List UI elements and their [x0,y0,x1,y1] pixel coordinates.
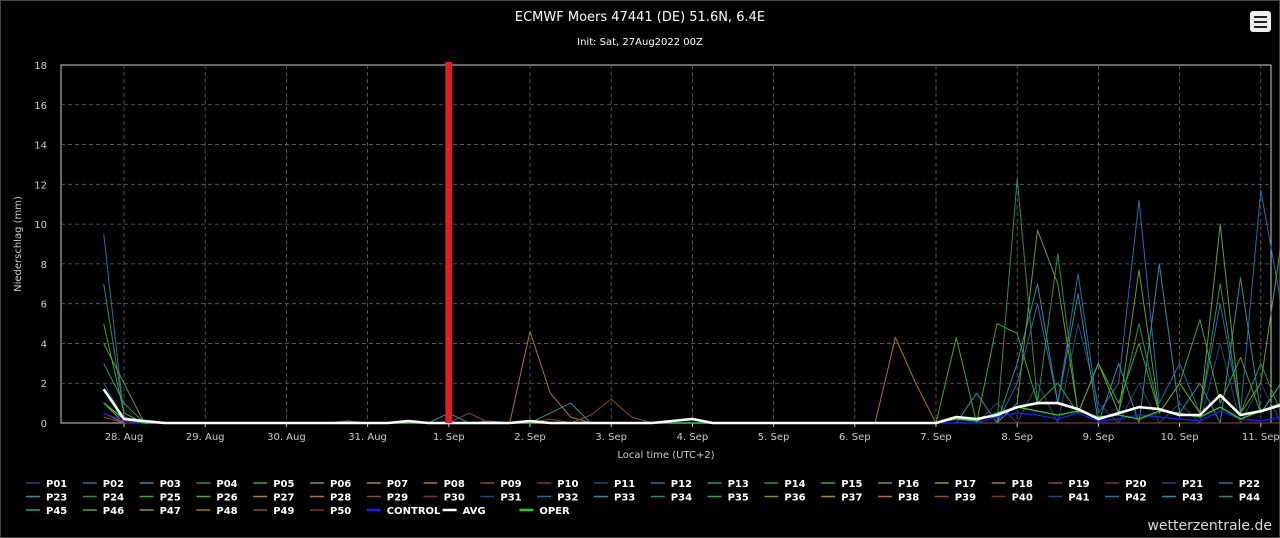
legend-item-p27: P27 [273,493,294,504]
legend-item-p42: P42 [1125,493,1146,504]
y-tick-label: 6 [41,300,47,311]
y-tick-label: 16 [34,101,47,112]
legend-item-p13: P13 [728,479,749,490]
legend-item-p33: P33 [614,493,635,504]
legend-item-p29: P29 [387,493,408,504]
legend-item-p47: P47 [160,506,181,517]
legend-item-p43: P43 [1182,493,1203,504]
y-tick-label: 8 [41,260,47,271]
y-axis-title: Niederschlag (mm) [13,196,24,292]
y-tick-label: 12 [34,180,47,191]
legend-item-p18: P18 [1012,479,1033,490]
legend-item-p32: P32 [557,493,578,504]
legend-item-p23: P23 [46,493,67,504]
legend-item-avg: AVG [463,506,486,517]
x-tick-label: 1. Sep [433,432,465,443]
x-tick-label: 29. Aug [186,432,225,443]
legend-item-p05: P05 [273,479,294,490]
x-tick-label: 9. Sep [1083,432,1115,443]
x-axis-title: Local time (UTC+2) [617,450,714,461]
x-tick-label: 31. Aug [348,432,387,443]
legend-item-p48: P48 [216,506,237,517]
legend-item-p30: P30 [444,493,465,504]
legend-item-p22: P22 [1239,479,1260,490]
legend-item-p45: P45 [46,506,67,517]
legend-item-p38: P38 [898,493,919,504]
chart-subtitle: Init: Sat, 27Aug2022 00Z [577,37,703,48]
legend-item-p14: P14 [784,479,805,490]
x-tick-label: 30. Aug [267,432,306,443]
legend-item-p36: P36 [784,493,805,504]
x-tick-label: 5. Sep [758,432,790,443]
legend-item-p12: P12 [671,479,692,490]
x-tick-label: 4. Sep [677,432,709,443]
legend-item-p26: P26 [216,493,237,504]
y-tick-label: 4 [41,339,47,350]
legend-item-p28: P28 [330,493,351,504]
series-line-avg [102,388,1280,425]
legend-item-p10: P10 [557,479,578,490]
legend-item-p21: P21 [1182,479,1203,490]
legend-item-p37: P37 [841,493,862,504]
legend-item-p08: P08 [444,479,465,490]
legend-item-p31: P31 [500,493,521,504]
legend-item-p04: P04 [216,479,237,490]
legend-item-oper: OPER [539,506,570,517]
legend-item-p46: P46 [103,506,124,517]
legend-item-p11: P11 [614,479,635,490]
x-tick-label: 10. Sep [1161,432,1199,443]
legend-item-p17: P17 [955,479,976,490]
y-tick-label: 14 [34,141,47,152]
legend-item-p19: P19 [1068,479,1089,490]
legend-item-p07: P07 [387,479,408,490]
legend-item-p40: P40 [1012,493,1033,504]
series-line-p04 [103,177,1280,424]
x-tick-label: 8. Sep [1001,432,1033,443]
legend-item-p50: P50 [330,506,351,517]
y-tick-label: 2 [41,379,47,390]
legend-item-p02: P02 [103,479,124,490]
legend-item-control: CONTROL [387,506,441,517]
y-tick-label: 0 [41,419,47,430]
series-line-p02 [103,189,1280,424]
legend-item-p41: P41 [1068,493,1089,504]
series-line-p03 [103,263,1280,424]
legend-item-p16: P16 [898,479,919,490]
x-tick-label: 2. Sep [514,432,546,443]
x-tick-label: 6. Sep [839,432,871,443]
legend-item-p39: P39 [955,493,976,504]
hamburger-menu-icon[interactable] [1250,11,1271,32]
credit-text: wetterzentrale.de [1147,518,1272,534]
series-line-p05 [103,319,1280,424]
legend-item-p09: P09 [500,479,521,490]
legend-item-p06: P06 [330,479,351,490]
legend-item-p44: P44 [1239,493,1260,504]
x-tick-label: 28. Aug [105,432,144,443]
y-tick-label: 10 [34,220,47,231]
chart-title: ECMWF Moers 47441 (DE) 51.6N, 6.4E [514,10,766,25]
legend-item-p01: P01 [46,479,67,490]
legend-item-p20: P20 [1125,479,1146,490]
legend-item-p49: P49 [273,506,294,517]
legend-item-p35: P35 [728,493,749,504]
x-tick-label: 3. Sep [595,432,627,443]
legend-item-p24: P24 [103,493,124,504]
x-tick-label: 11. Sep [1242,432,1280,443]
legend-item-p15: P15 [841,479,862,490]
y-tick-label: 18 [34,61,47,72]
legend-item-p34: P34 [671,493,692,504]
x-tick-label: 7. Sep [920,432,952,443]
legend-item-p25: P25 [160,493,181,504]
legend-item-p03: P03 [160,479,181,490]
